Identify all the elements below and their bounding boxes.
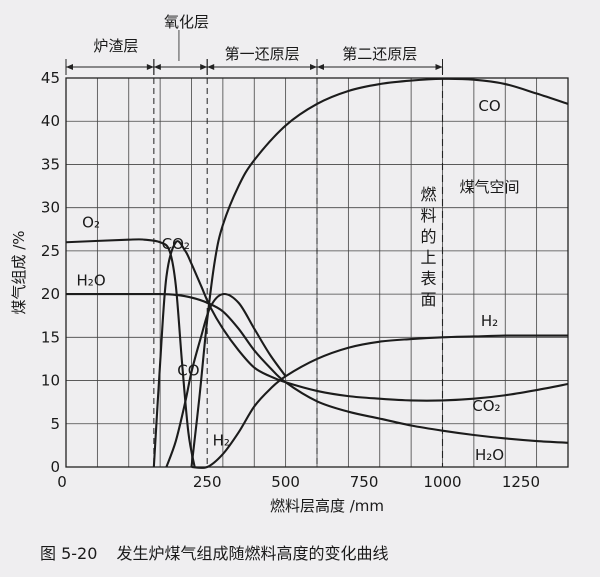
series-label-h2: H₂: [213, 431, 230, 449]
y-tick-label: 45: [41, 69, 60, 87]
y-tick-label: 35: [41, 155, 60, 173]
plot-frame: [65, 77, 569, 468]
y-tick-label: 0: [50, 458, 60, 476]
zone-label-3: 第一还原层: [225, 45, 300, 63]
series-line-o2: [65, 238, 196, 468]
zone-label-2: 氧化层: [164, 13, 209, 31]
series-label-co: CO: [478, 97, 500, 115]
series-label-h2o: H₂O: [77, 271, 106, 289]
series-label-co: CO: [177, 361, 199, 379]
series-label-o2: O₂: [82, 214, 100, 232]
series-line-co2-rise: [165, 292, 287, 468]
gas-space-label: 煤气空间: [460, 178, 520, 196]
series-label-co2: CO₂: [162, 235, 190, 253]
series-line-h2o: [66, 292, 569, 444]
fuel-surface-text: 燃料的上表面: [420, 185, 436, 309]
y-tick-label: 40: [41, 112, 60, 130]
y-tick-label: 20: [41, 285, 60, 303]
fuel-surface-label: 燃料的上表面: [420, 185, 436, 309]
y-axis-title: 煤气组成 /%: [10, 230, 28, 314]
y-tick-label: 15: [41, 328, 60, 346]
y-tick-label: 10: [41, 372, 60, 390]
figure-caption: 图 5-20 发生炉煤气组成随燃料高度的变化曲线: [40, 540, 580, 564]
x-tick-label: 1250: [502, 473, 540, 491]
series-line-h2: [191, 334, 568, 469]
y-tick-label: 5: [50, 415, 60, 433]
x-tick-label: 0: [57, 473, 67, 491]
figure-number: 图 5-20: [40, 544, 98, 563]
series-line-co: [190, 77, 569, 468]
figure-title: 发生炉煤气组成随燃料高度的变化曲线: [116, 544, 389, 563]
zone-label-4: 第二还原层: [342, 45, 417, 63]
y-tick-label: 25: [41, 242, 60, 260]
x-tick-label: 750: [350, 473, 379, 491]
series-labels: 燃料的上表面 煤气空间 CO CO CO₂ CO₂ O₂ H₂O H₂O H₂ H₂: [77, 97, 520, 464]
series-label-h2: H₂: [481, 312, 498, 330]
grid: [66, 77, 568, 467]
x-tick-label: 250: [193, 473, 222, 491]
series-line-co2: [152, 240, 569, 468]
zone-label-1: 炉渣层: [93, 37, 138, 55]
series-label-h2o: H₂O: [475, 446, 504, 464]
x-tick-label: 1000: [423, 473, 461, 491]
x-axis-title: 燃料层高度 /mm: [270, 497, 384, 515]
series-label-co2: CO₂: [472, 397, 500, 415]
series-lines: [65, 77, 569, 469]
x-tick-label: 500: [271, 473, 300, 491]
y-tick-label: 30: [41, 199, 60, 217]
axes: 0 5 10 15 20 25 30 35 40 45 0 250 500 750 1000 1250 燃料层高…: [10, 69, 569, 515]
